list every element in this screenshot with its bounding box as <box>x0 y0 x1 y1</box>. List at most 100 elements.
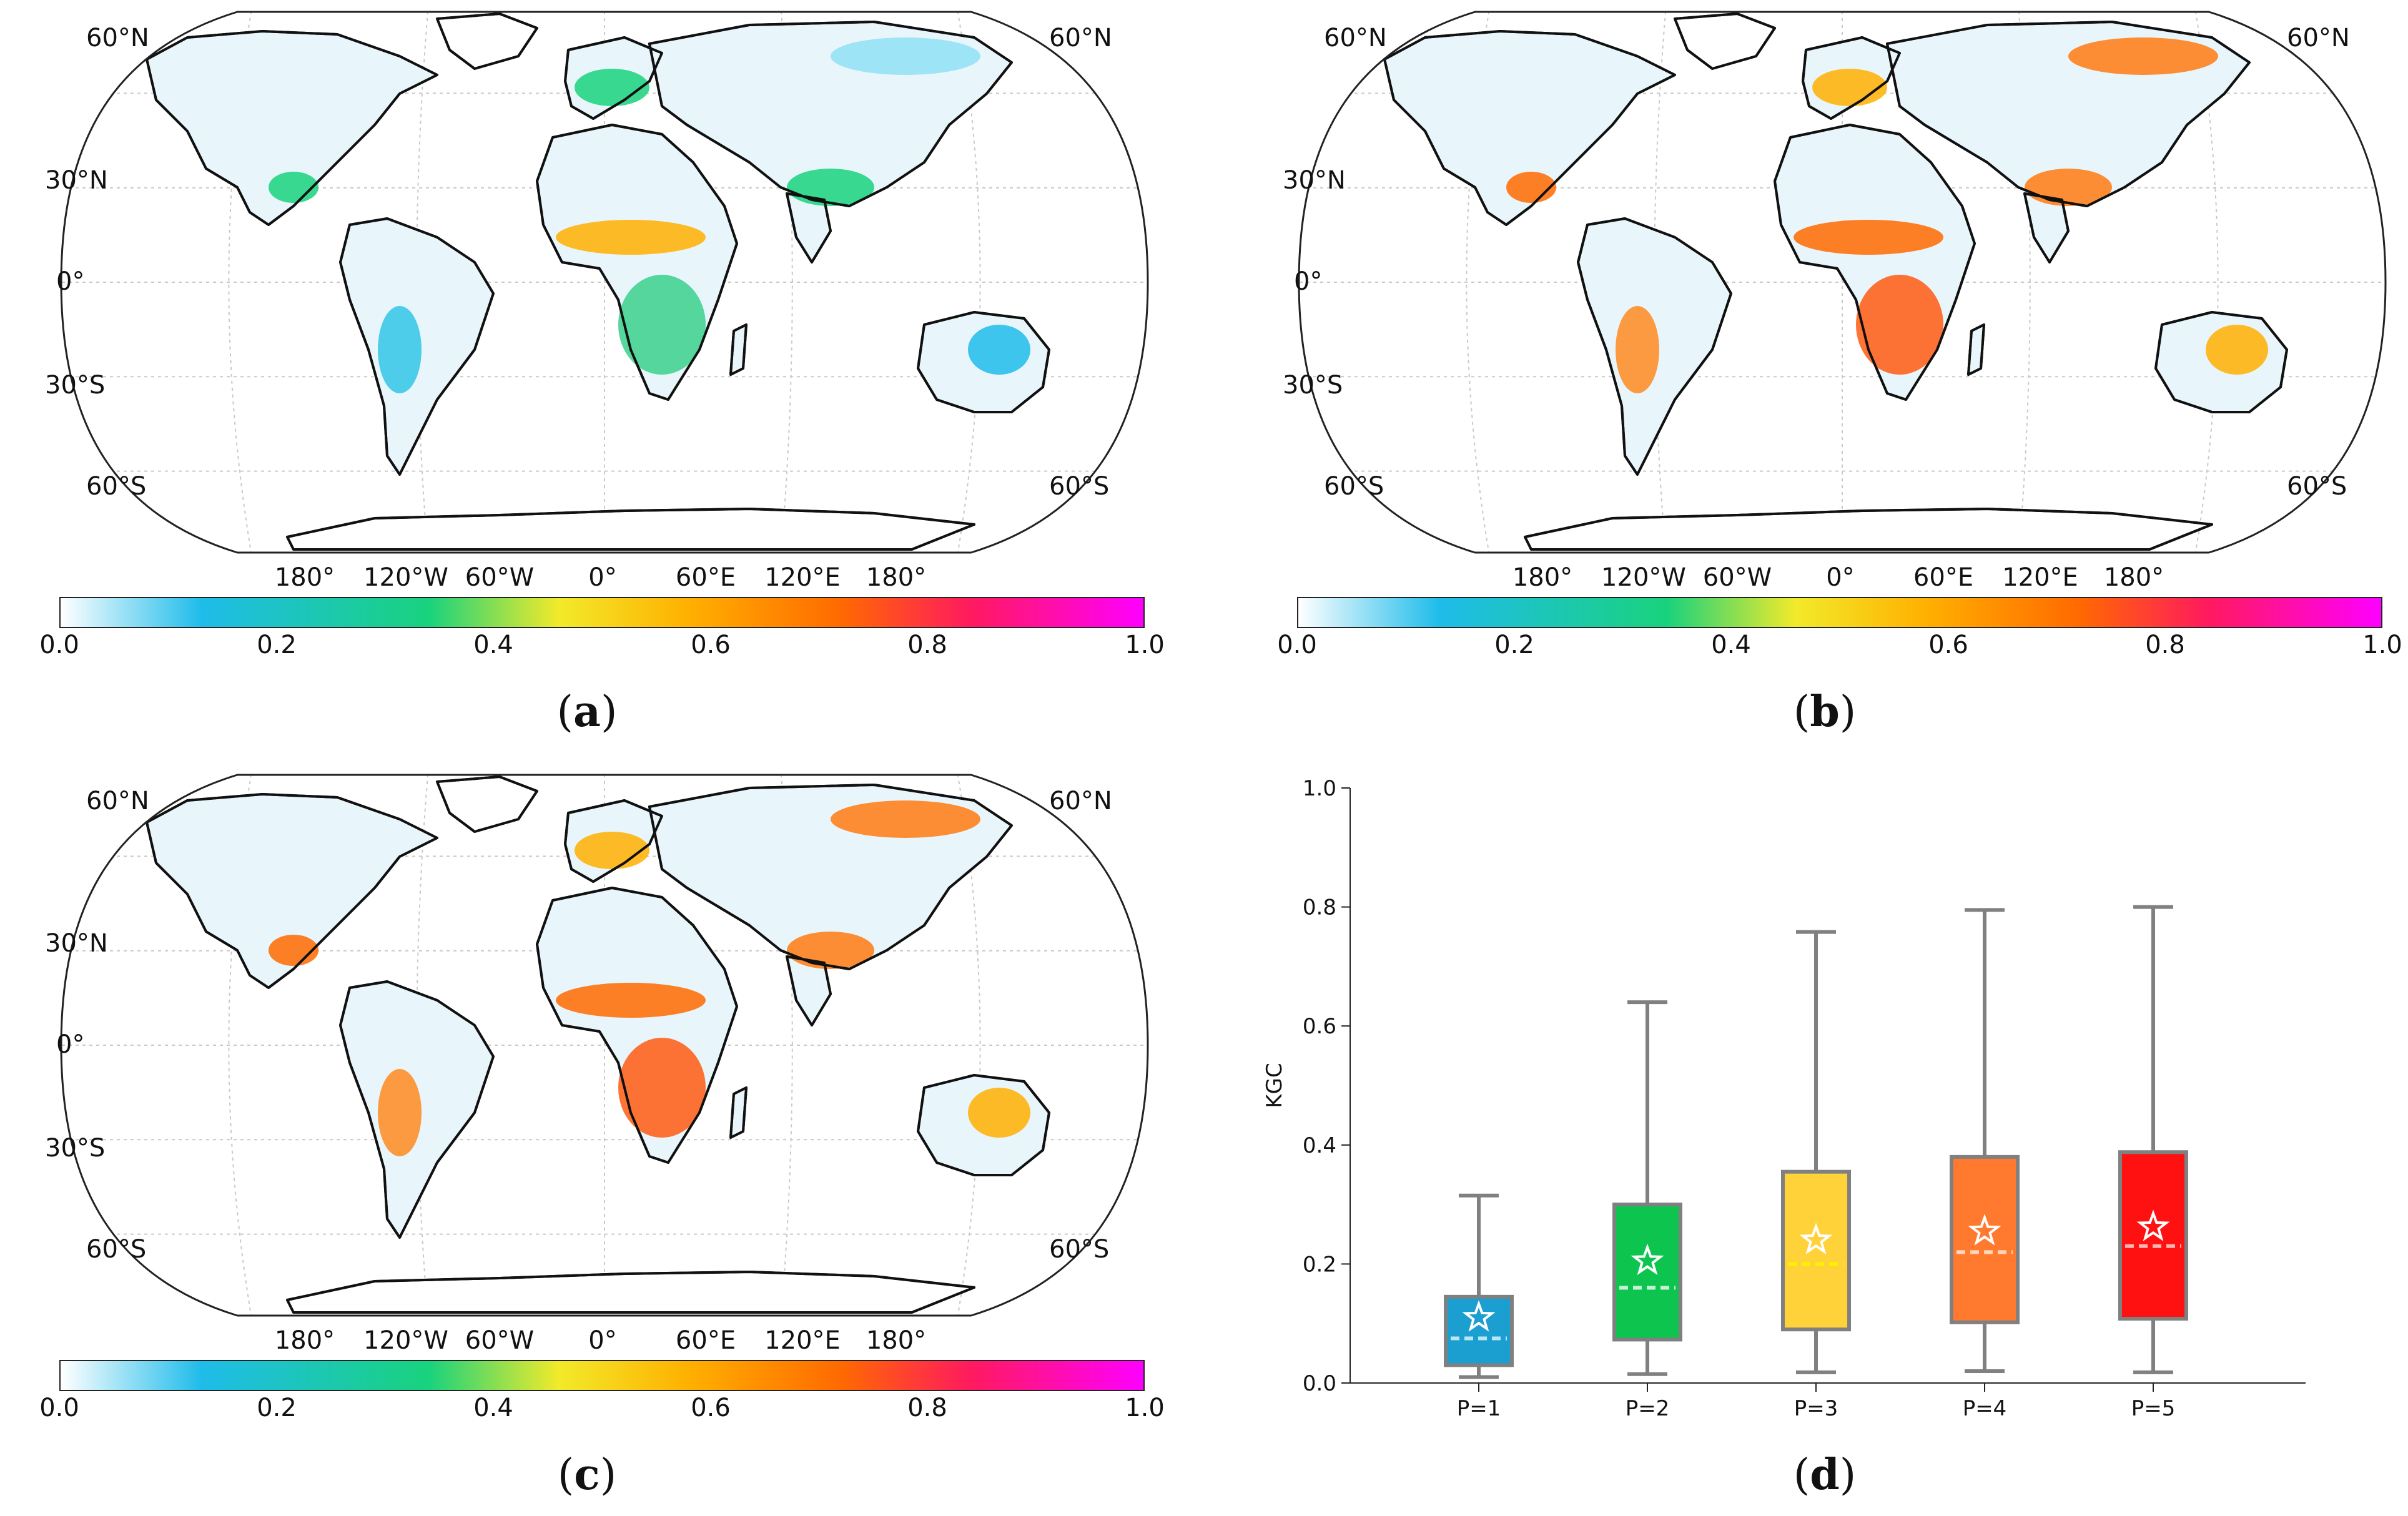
kgc-patch <box>968 1088 1030 1138</box>
coastline-south-america <box>1577 217 1732 476</box>
panel-label-b-open: ( <box>1793 687 1810 737</box>
coastline-europe <box>1802 36 1901 120</box>
lat-label-60n: 60°N <box>1324 24 1387 52</box>
box-3 <box>1781 1169 1851 1332</box>
x-tick-label: P=3 <box>1794 1396 1838 1421</box>
lat-label-60s-right: 60°S <box>1049 472 1110 501</box>
panel-label-c-letter: c <box>574 1450 600 1500</box>
coastline-greenland <box>1674 12 1776 70</box>
panel-label-c-open: ( <box>557 1450 575 1500</box>
panel-label-d-letter: d <box>1810 1450 1840 1500</box>
lon-label-180e: 180° <box>866 563 927 592</box>
coastline-india <box>2023 192 2070 263</box>
lon-label-0: 0° <box>588 563 617 592</box>
lat-label-30n: 30°N <box>45 929 108 958</box>
colorbar-tick-4: 0.8 <box>2145 631 2185 659</box>
coastline-north-america <box>146 793 438 989</box>
lon-gridline <box>416 12 430 553</box>
lon-label-60e: 60°E <box>675 1326 736 1355</box>
colorbar-tick-1: 0.2 <box>257 631 297 659</box>
lon-gridline <box>779 775 793 1316</box>
lon-label-60e: 60°E <box>1913 563 1974 592</box>
coastline-antarctica <box>286 1271 975 1314</box>
lon-gridline <box>1654 12 1667 553</box>
y-tick-label: 0.6 <box>1303 1014 1336 1039</box>
kgc-patch <box>1616 306 1659 393</box>
coastline-madagascar <box>729 323 748 376</box>
kgc-patch <box>575 832 649 869</box>
x-tick-label: P=5 <box>2131 1396 2176 1421</box>
lat-label-30n: 30°N <box>45 166 108 195</box>
kgc-patch <box>1794 220 1943 255</box>
mean-star-icon <box>1799 1223 1833 1254</box>
lat-label-60s-right: 60°S <box>1049 1235 1110 1264</box>
mean-star-icon <box>1462 1300 1496 1332</box>
map-outline <box>60 11 1149 554</box>
panel-label-d: (d) <box>1794 1450 1857 1500</box>
kgc-patch <box>618 1038 706 1138</box>
boxplot-chart: 0.0 0.2 0.4 0.6 0.8 1.0 KGC P=1 P=2 P=3 P=4 P=5 <box>1262 776 2306 1421</box>
panel-label-a: (a) <box>556 687 617 737</box>
colorbar-a <box>59 597 1145 628</box>
lat-label-30s: 30°S <box>45 1134 106 1163</box>
coastline-india <box>786 192 832 263</box>
colorbar-tick-5: 1.0 <box>1125 1394 1165 1422</box>
kgc-patch <box>575 69 649 106</box>
coastline-asia <box>648 784 1013 970</box>
colorbar-tick-0: 0.0 <box>39 631 79 659</box>
land <box>1383 12 2288 551</box>
panel-label-b-close: ) <box>1839 687 1857 737</box>
coastline-asia <box>1886 21 2251 207</box>
kgc-patch <box>968 325 1030 375</box>
colorbar-c <box>59 1360 1145 1391</box>
coastline-antarctica <box>1524 508 2213 551</box>
coastline-south-america <box>339 980 495 1239</box>
map-outline <box>1298 11 2387 554</box>
coastline-australia <box>917 1074 1050 1176</box>
coastline-australia <box>917 311 1050 413</box>
coastline-asia <box>648 21 1013 207</box>
lon-label-180e: 180° <box>866 1326 927 1355</box>
y-axis-label: KGC <box>1262 1063 1287 1108</box>
coastline-africa <box>536 124 738 401</box>
world-map-b <box>1298 11 2387 554</box>
mean-star-icon <box>1631 1243 1664 1276</box>
panel-label-c: (c) <box>558 1450 616 1500</box>
lat-label-60n: 60°N <box>86 787 149 815</box>
lon-label-180e: 180° <box>2103 563 2164 592</box>
colorbar-tick-3: 0.6 <box>1928 631 1968 659</box>
panel-label-a-letter: a <box>573 687 601 737</box>
colorbar-tick-3: 0.6 <box>691 631 731 659</box>
lon-label-120w: 120°W <box>363 563 448 592</box>
map-panel-a: 60°N 30°N 0° 30°S 60°S 60°N 60°S 180° 12… <box>0 0 1204 758</box>
lon-label-180w: 180° <box>1512 563 1573 592</box>
y-tick-label: 1.0 <box>1303 776 1336 801</box>
colorbar-tick-2: 0.4 <box>473 631 513 659</box>
colorbar-tick-5: 1.0 <box>1125 631 1165 659</box>
colorbar-tick-3: 0.6 <box>691 1394 731 1422</box>
lon-label-120w: 120°W <box>363 1326 448 1355</box>
lon-label-180w: 180° <box>274 563 335 592</box>
colorbar-tick-1: 0.2 <box>257 1394 297 1422</box>
map-outline <box>60 774 1149 1317</box>
colorbar-b <box>1297 597 2382 628</box>
mean-star-icon <box>1968 1214 2001 1246</box>
lon-label-60e: 60°E <box>675 563 736 592</box>
lon-label-120e: 120°E <box>764 563 841 592</box>
coastline-north-america <box>1383 30 1676 226</box>
coastline-north-america <box>146 30 438 226</box>
lon-label-60w: 60°W <box>465 1326 535 1355</box>
kgc-patch <box>831 800 980 838</box>
boxplot-panel-d: 0.0 0.2 0.4 0.6 0.8 1.0 KGC P=1 P=2 P=3 P=4 P=5 (d) <box>1238 763 2408 1516</box>
y-tick-label: 0.2 <box>1303 1252 1336 1277</box>
coastline-greenland <box>436 775 538 833</box>
panel-label-a-close: ) <box>601 687 618 737</box>
coastline-greenland <box>436 12 538 70</box>
lon-label-120w: 120°W <box>1601 563 1686 592</box>
panel-label-a-open: ( <box>556 687 573 737</box>
world-map-a <box>60 11 1149 554</box>
x-tick-label: P=4 <box>1963 1396 2007 1421</box>
x-tick-label: P=2 <box>1626 1396 1670 1421</box>
lon-label-180w: 180° <box>274 1326 335 1355</box>
panel-label-b: (b) <box>1794 687 1857 737</box>
